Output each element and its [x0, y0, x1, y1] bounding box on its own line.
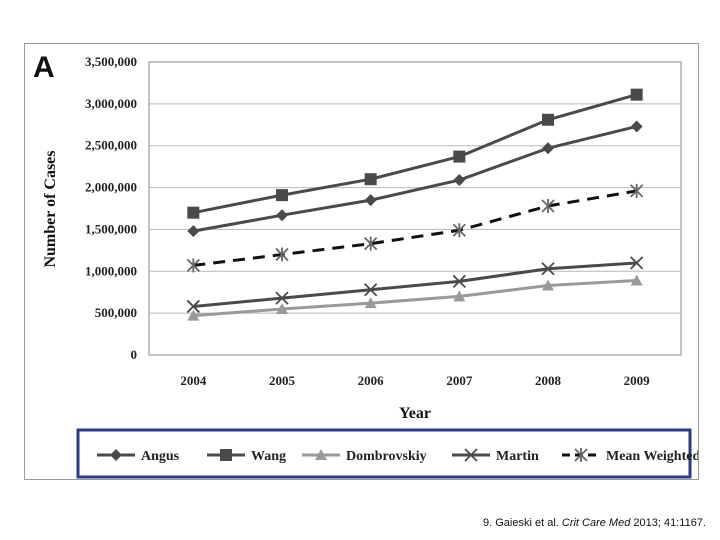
series-line: [193, 261, 637, 308]
data-point: [542, 142, 554, 155]
legend-item-wang: Wang: [207, 449, 286, 464]
data-point: [275, 247, 289, 262]
y-tick-label: 2,000,000: [85, 180, 137, 195]
data-point: [276, 209, 288, 222]
x-tick-labels: 2004 2005 2006 2007 2008 2009: [180, 373, 650, 388]
legend-label: Mean Weighted: [606, 449, 698, 464]
legend-marker: [315, 449, 327, 460]
data-point: [453, 150, 466, 163]
x-tick-label: 2007: [446, 373, 473, 388]
data-point: [276, 302, 288, 314]
series-line: [193, 93, 638, 215]
data-point: [630, 183, 644, 198]
legend-label: Martin: [496, 449, 539, 464]
citation-suffix: 2013; 41:1167.: [630, 517, 706, 529]
y-tick-label: 500,000: [95, 305, 137, 320]
legend: Angus Wang Dombrovskiy Martin Mean Weighted: [97, 448, 698, 464]
series-wang: [187, 88, 643, 219]
y-axis-title: Number of Cases: [42, 150, 59, 267]
legend-item-martin: Martin: [452, 448, 539, 464]
x-tick-label: 2005: [269, 373, 296, 388]
series-line: [193, 189, 637, 267]
sepsis-cases-line-chart: 0 500,000 1,000,000 1,500,000 2,000,000 2,500…: [33, 51, 698, 479]
x-tick-label: 2009: [624, 373, 651, 388]
series-line: [193, 278, 637, 318]
legend-item-mean-weighted: Mean Weighted: [562, 448, 698, 464]
legend-marker: [110, 449, 122, 461]
data-point: [364, 297, 377, 309]
legend-marker: [574, 448, 588, 462]
data-point: [187, 206, 200, 219]
series-martin: [186, 256, 644, 314]
data-point: [542, 113, 554, 126]
data-point: [364, 236, 378, 251]
legend-item-dombrovskiy: Dombrovskiy: [302, 449, 427, 464]
series-angus: [187, 120, 643, 238]
data-point: [630, 120, 643, 133]
x-tick-label: 2004: [180, 373, 207, 388]
citation-journal: Crit Care Med: [561, 517, 631, 529]
series-line: [193, 125, 638, 233]
x-tick-label: 2006: [358, 373, 385, 388]
citation: 9. Gaieski et al. Crit Care Med 2013; 41…: [483, 517, 706, 529]
y-tick-label: 1,500,000: [85, 221, 137, 236]
y-tick-labels: 0 500,000 1,000,000 1,500,000 2,000,000 2,500…: [85, 54, 137, 362]
figure-frame: 0 500,000 1,000,000 1,500,000 2,000,000 2,500…: [24, 43, 699, 480]
data-point: [452, 223, 466, 238]
y-tick-label: 0: [131, 347, 138, 362]
legend-marker: [220, 449, 232, 461]
data-point: [453, 290, 466, 302]
data-point: [452, 274, 466, 288]
data-point: [364, 194, 377, 207]
data-point: [276, 189, 288, 202]
data-point: [630, 88, 643, 101]
y-tick-label: 3,500,000: [85, 54, 137, 69]
y-tick-label: 3,000,000: [85, 96, 137, 111]
y-tick-label: 2,500,000: [85, 138, 137, 153]
data-point: [186, 258, 200, 273]
data-point: [364, 283, 378, 297]
data-point: [541, 262, 555, 276]
data-point: [187, 225, 200, 238]
data-point: [453, 174, 466, 187]
data-point: [187, 309, 200, 321]
series-dombrovskiy: [187, 274, 643, 321]
data-point: [541, 198, 555, 213]
data-point: [186, 299, 200, 314]
legend-marker: [464, 448, 478, 462]
data-point: [542, 279, 554, 291]
data-point: [630, 256, 644, 270]
legend-item-angus: Angus: [97, 449, 180, 464]
data-point: [275, 291, 289, 305]
series-lines: [186, 88, 644, 321]
legend-label: Angus: [141, 449, 180, 464]
y-tick-label: 1,000,000: [85, 263, 137, 278]
legend-label: Wang: [251, 449, 286, 464]
series-mean-weighted: [186, 183, 644, 273]
data-point: [364, 173, 377, 186]
citation-prefix: 9. Gaieski et al.: [483, 517, 562, 529]
plot-area: [148, 61, 682, 356]
legend-label: Dombrovskiy: [346, 449, 427, 464]
panel-label: A: [33, 51, 55, 84]
data-point: [630, 274, 643, 286]
x-axis-title: Year: [399, 405, 431, 422]
x-tick-label: 2008: [535, 373, 562, 388]
